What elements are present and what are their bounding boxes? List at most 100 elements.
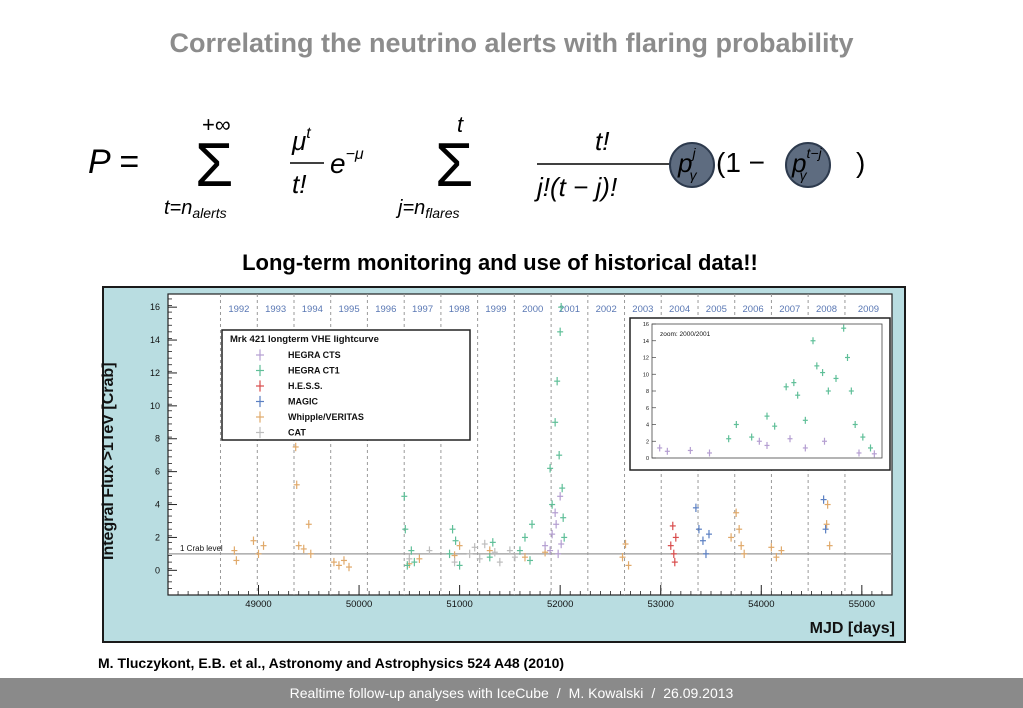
y-tick-label: 4 bbox=[155, 500, 160, 510]
inset-data-point bbox=[795, 391, 801, 399]
legend-label: H.E.S.S. bbox=[288, 381, 323, 391]
data-point bbox=[521, 552, 528, 562]
data-point bbox=[705, 529, 712, 539]
x-tick-label: 50000 bbox=[346, 599, 372, 610]
y-tick-label: 16 bbox=[150, 302, 160, 312]
data-point bbox=[255, 549, 262, 559]
inset-data-point bbox=[871, 450, 877, 458]
data-point bbox=[452, 536, 459, 545]
inset-data-point bbox=[841, 324, 847, 332]
y-tick-label: 14 bbox=[150, 335, 160, 345]
year-label: 1996 bbox=[375, 304, 396, 315]
data-point bbox=[699, 536, 706, 545]
inset-data-point bbox=[822, 437, 827, 445]
data-point bbox=[556, 450, 563, 460]
inset-data-point bbox=[783, 383, 789, 391]
sum2-upper: t bbox=[457, 112, 464, 137]
data-point bbox=[622, 539, 629, 549]
data-point bbox=[416, 554, 423, 564]
slide-subtitle: Long-term monitoring and use of historic… bbox=[242, 250, 758, 275]
data-point bbox=[736, 525, 743, 534]
year-label: 2007 bbox=[779, 304, 800, 315]
data-point bbox=[728, 533, 735, 542]
inset-data-point bbox=[852, 421, 858, 428]
citation: M. Tluczykont, E.B. et al., Astronomy an… bbox=[98, 655, 565, 671]
x-tick-label: 52000 bbox=[547, 599, 573, 610]
data-point bbox=[555, 549, 562, 559]
data-point bbox=[820, 495, 827, 504]
inset-data-point bbox=[726, 435, 732, 443]
inset-data-point bbox=[860, 433, 866, 441]
data-point bbox=[542, 541, 549, 550]
data-point bbox=[506, 546, 513, 555]
data-point bbox=[549, 529, 556, 539]
year-label: 1993 bbox=[265, 304, 286, 315]
data-point bbox=[826, 541, 833, 550]
year-label: 1998 bbox=[449, 304, 470, 315]
inset-data-point bbox=[848, 387, 854, 395]
legend-label: HEGRA CT1 bbox=[288, 366, 340, 376]
x-tick-label: 55000 bbox=[849, 599, 875, 610]
data-point bbox=[489, 538, 496, 547]
footer-separator: / bbox=[651, 685, 656, 701]
inset-data-point bbox=[687, 446, 693, 454]
inset-data-point bbox=[664, 447, 670, 455]
y-tick-label: 8 bbox=[155, 434, 160, 444]
y-tick-label: 6 bbox=[155, 467, 160, 477]
y-tick-label: 10 bbox=[150, 401, 160, 411]
inset-data-point bbox=[764, 441, 770, 449]
footer-talk-title: Realtime follow-up analyses with IceCube bbox=[289, 685, 549, 701]
year-label: 1995 bbox=[338, 304, 359, 315]
inset-y-tick-label: 6 bbox=[646, 406, 649, 412]
data-point bbox=[669, 521, 676, 531]
inset-data-point bbox=[845, 354, 850, 361]
data-point bbox=[521, 533, 528, 542]
sum1-upper: +∞ bbox=[202, 112, 231, 137]
x-tick-label: 49000 bbox=[245, 599, 271, 610]
data-point bbox=[300, 544, 307, 554]
inset-data-point bbox=[856, 449, 862, 457]
data-point bbox=[496, 557, 503, 567]
inset-plot-area bbox=[651, 323, 883, 459]
legend-box bbox=[221, 329, 471, 441]
data-point bbox=[672, 533, 679, 542]
year-label: 2000 bbox=[522, 304, 543, 315]
year-label: 2002 bbox=[596, 304, 617, 315]
inset-data-point bbox=[787, 435, 793, 443]
probability-p2: pt−j γ bbox=[791, 145, 823, 183]
binomial-numerator: t! bbox=[595, 126, 609, 156]
data-point bbox=[559, 483, 566, 493]
data-point bbox=[307, 549, 314, 559]
data-point bbox=[702, 549, 709, 559]
inset-y-tick-label: 16 bbox=[643, 322, 649, 328]
data-point bbox=[733, 508, 740, 517]
data-point bbox=[260, 541, 267, 550]
data-point bbox=[558, 302, 565, 312]
x-tick-label: 53000 bbox=[648, 599, 674, 610]
inset-y-tick-label: 14 bbox=[643, 339, 649, 345]
footer-author: M. Kowalski bbox=[568, 685, 644, 701]
inset-y-tick-label: 12 bbox=[643, 356, 649, 362]
inset-title: zoom: 2000/2001 bbox=[660, 331, 711, 338]
inset-y-tick-label: 10 bbox=[643, 372, 649, 378]
data-point bbox=[451, 557, 458, 567]
data-point bbox=[511, 552, 518, 562]
data-point bbox=[404, 561, 411, 570]
data-point bbox=[553, 520, 560, 529]
data-point bbox=[557, 327, 564, 337]
data-point bbox=[823, 520, 830, 529]
data-point bbox=[426, 546, 433, 555]
data-point bbox=[552, 508, 559, 517]
year-label: 2003 bbox=[632, 304, 653, 315]
data-point bbox=[330, 557, 337, 567]
year-label: 2001 bbox=[559, 304, 580, 315]
data-point bbox=[293, 480, 300, 489]
data-point bbox=[560, 513, 567, 522]
data-point bbox=[552, 418, 559, 427]
poisson-numerator: μt bbox=[291, 125, 311, 156]
formula-open: (1 − bbox=[716, 147, 765, 178]
data-point bbox=[561, 533, 568, 542]
inset-data-point bbox=[868, 444, 873, 452]
data-point bbox=[824, 500, 831, 509]
legend-title: Mrk 421 longterm VHE lightcurve bbox=[230, 334, 379, 345]
